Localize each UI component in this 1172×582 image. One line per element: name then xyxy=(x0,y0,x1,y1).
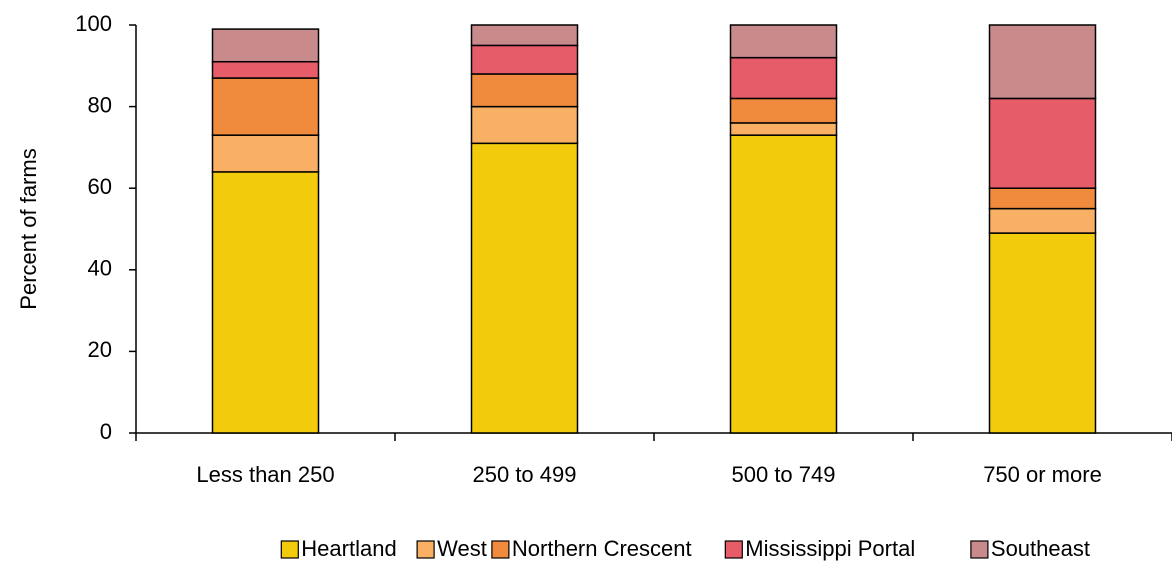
bar-segment xyxy=(988,97,1097,189)
x-tick-label: 250 to 499 xyxy=(473,462,577,487)
x-tick-label: 500 to 749 xyxy=(732,462,836,487)
legend-label: Northern Crescent xyxy=(512,536,692,561)
legend-swatch xyxy=(280,540,299,559)
bar-segment xyxy=(988,232,1097,434)
legend-label: Heartland xyxy=(301,536,396,561)
bar-segment xyxy=(211,77,320,136)
bar-segment xyxy=(470,24,579,47)
bar-segment xyxy=(211,134,320,173)
y-tick-label: 60 xyxy=(88,174,112,199)
bar-segment xyxy=(729,134,838,434)
bar-segment xyxy=(211,60,320,79)
bar-segment xyxy=(470,142,579,434)
bar-segment xyxy=(729,56,838,100)
bar-segment xyxy=(729,97,838,124)
y-tick-label: 0 xyxy=(100,419,112,444)
bar-segment xyxy=(470,73,579,108)
bar-segment xyxy=(470,44,579,75)
bar-segment xyxy=(988,24,1097,100)
y-tick-label: 100 xyxy=(75,11,112,36)
x-tick-label: Less than 250 xyxy=(196,462,334,487)
bar-segment xyxy=(470,105,579,145)
legend-swatch xyxy=(724,540,743,559)
legend-label: Southeast xyxy=(991,536,1090,561)
y-tick-label: 80 xyxy=(88,92,112,117)
bar-segment xyxy=(729,24,838,59)
y-tick-label: 20 xyxy=(88,337,112,362)
legend-swatch xyxy=(970,540,989,559)
legend-swatch xyxy=(491,540,510,559)
bar-segment xyxy=(729,122,838,136)
y-axis-label: Percent of farms xyxy=(16,148,41,309)
bar-segment xyxy=(211,171,320,434)
bar-segment xyxy=(988,207,1097,234)
x-tick-label: 750 or more xyxy=(983,462,1102,487)
legend-label: Mississippi Portal xyxy=(745,536,915,561)
bar-segment xyxy=(988,187,1097,210)
legend-swatch xyxy=(416,540,435,559)
legend-label: West xyxy=(437,536,487,561)
y-tick-label: 40 xyxy=(88,256,112,281)
bar-segment xyxy=(211,28,320,63)
